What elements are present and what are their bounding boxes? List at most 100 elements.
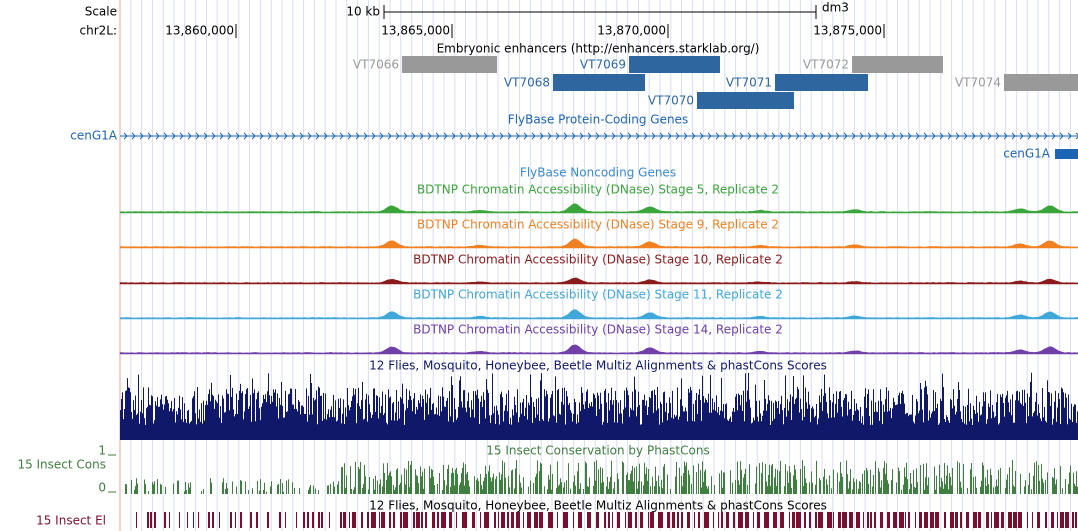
element-block [527, 512, 531, 528]
element-block [955, 512, 958, 528]
element-block [425, 512, 427, 528]
element-block [1072, 512, 1074, 528]
track-title: 15 Insect Conservation by PhastCons [486, 444, 709, 458]
element-block [635, 512, 637, 528]
element-block [838, 512, 841, 528]
element-block [523, 512, 524, 528]
element-block [908, 512, 910, 528]
scale-bar [383, 5, 817, 19]
dnase-signal [119, 344, 1078, 355]
element-block [285, 512, 286, 528]
axis-label: 1 [98, 444, 106, 458]
track-title: BDTNP Chromatin Accessibility (DNase) St… [417, 218, 779, 232]
element-block [361, 512, 363, 528]
element-block [1075, 512, 1077, 528]
element-block [340, 512, 342, 528]
track-title: 12 Flies, Mosquito, Honeybee, Beetle Mul… [369, 499, 827, 513]
element-block [924, 512, 928, 528]
element-block [480, 512, 481, 528]
enhancer-label: VT7071 [726, 76, 772, 90]
element-block [818, 512, 823, 528]
element-block [628, 512, 632, 528]
element-block [804, 512, 806, 528]
element-block [950, 512, 954, 528]
element-block [608, 512, 610, 528]
element-block [745, 512, 749, 528]
track-title: FlyBase Protein-Coding Genes [508, 113, 688, 127]
element-block [991, 512, 992, 528]
enhancer-label: VT7072 [803, 58, 849, 72]
enhancer [553, 74, 645, 91]
element-block [154, 512, 156, 528]
element-block [1001, 512, 1004, 528]
chrom-label: chr2L: [80, 24, 118, 38]
scale-label: Scale [85, 5, 117, 19]
element-block [381, 512, 385, 528]
track-label: 15 Insect El [36, 514, 106, 528]
element-block [432, 512, 435, 528]
track-title: FlyBase Noncoding Genes [520, 166, 676, 180]
enhancer-label: VT7066 [353, 58, 399, 72]
enhancer-label: VT7070 [648, 94, 694, 108]
element-block [738, 512, 743, 528]
element-block [827, 512, 832, 528]
element-block [501, 512, 505, 528]
track-title: Embryonic enhancers (http://enhancers.st… [437, 42, 760, 56]
element-block [312, 512, 314, 528]
multiz-bars [120, 372, 1078, 440]
element-block [672, 512, 675, 528]
axis-label: 0 [98, 481, 106, 495]
element-block [792, 512, 795, 528]
dnase-signal [119, 238, 1078, 249]
element-block [343, 512, 346, 528]
element-block [667, 512, 670, 528]
scale-size: 10 kb [346, 5, 380, 19]
element-block [1045, 512, 1047, 528]
enhancer-label: VT7068 [504, 76, 550, 90]
element-block [303, 512, 305, 528]
element-block [773, 512, 777, 528]
element-block [539, 512, 543, 528]
enhancer [697, 92, 794, 109]
element-block [507, 512, 509, 528]
element-block [484, 512, 489, 528]
enhancer [1004, 74, 1078, 91]
element-block [164, 512, 166, 528]
element-block [400, 512, 402, 528]
element-block [1057, 512, 1058, 528]
enhancer-label: VT7074 [955, 76, 1001, 90]
element-block [230, 512, 232, 528]
element-block [757, 512, 760, 528]
dnase-signal [119, 277, 1078, 285]
element-block [437, 512, 439, 528]
element-block [919, 512, 922, 528]
element-block [321, 512, 323, 528]
track-title: 12 Flies, Mosquito, Honeybee, Beetle Mul… [369, 359, 827, 373]
element-block [1037, 512, 1040, 528]
element-block [1032, 512, 1033, 528]
element-block [870, 512, 872, 528]
element-block [578, 512, 582, 528]
element-block [456, 512, 457, 528]
element-block [658, 512, 663, 528]
element-block [147, 512, 149, 528]
element-block [472, 512, 475, 528]
element-block [198, 512, 199, 528]
gene-label: cenG1A [70, 129, 118, 143]
element-block [887, 512, 890, 528]
gene-block [1055, 149, 1078, 159]
element-block [235, 512, 236, 528]
element-block [867, 512, 869, 528]
element-block [640, 512, 643, 528]
enhancer [629, 56, 720, 73]
enhancer [852, 56, 943, 73]
element-block [150, 512, 152, 528]
element-block [994, 512, 999, 528]
ruler-position: 13,865,000 [381, 24, 450, 38]
element-block [596, 512, 599, 528]
element-block [352, 512, 356, 528]
cons-bars [125, 460, 1078, 494]
element-block [780, 512, 784, 528]
element-block [880, 512, 883, 528]
element-block [1060, 512, 1064, 528]
